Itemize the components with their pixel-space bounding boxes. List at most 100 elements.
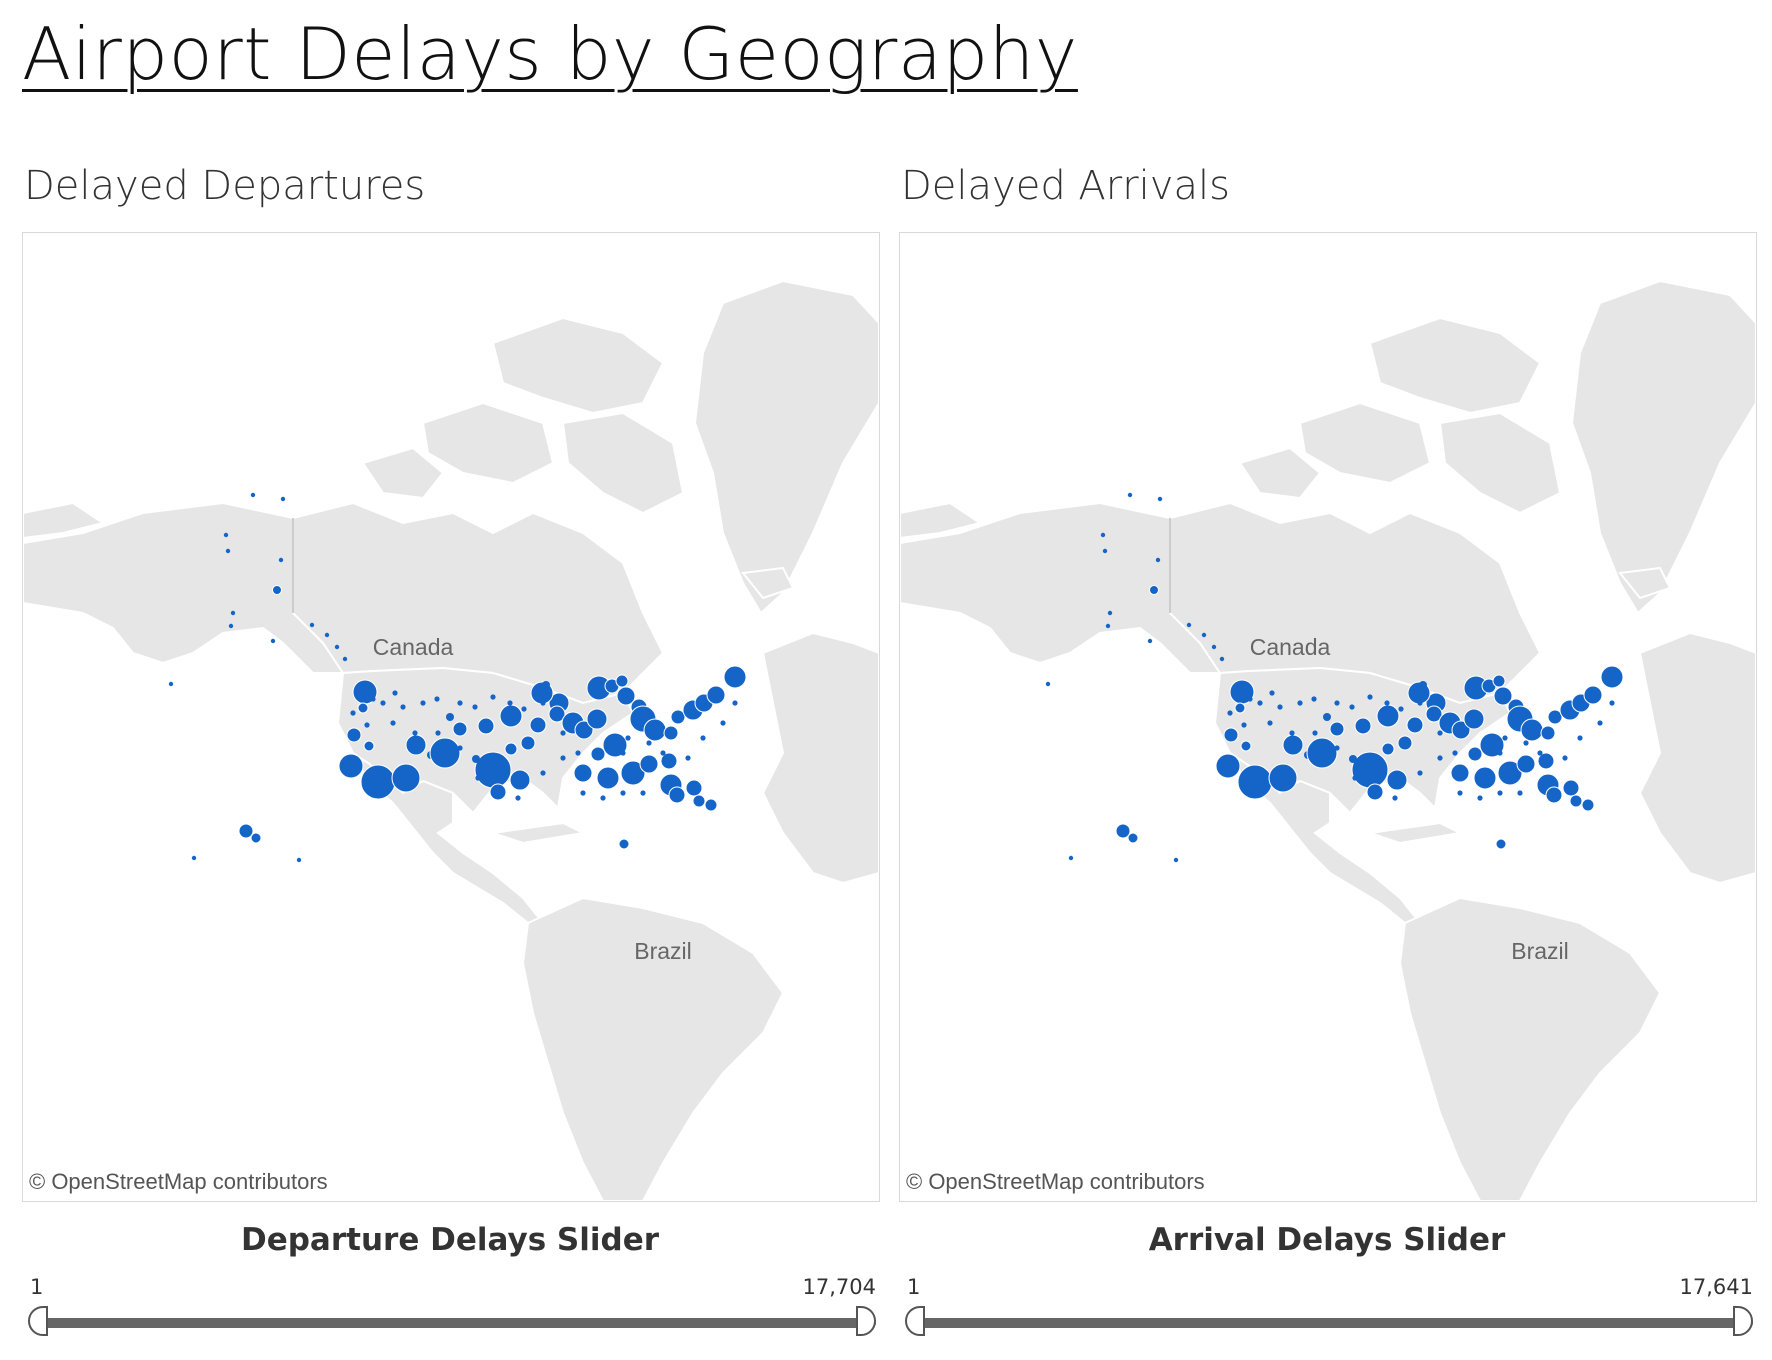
airport-marker[interactable] — [1237, 764, 1273, 800]
airport-marker[interactable] — [342, 656, 348, 662]
airport-marker[interactable] — [1115, 823, 1131, 839]
airport-marker[interactable] — [225, 548, 231, 554]
airport-marker[interactable] — [1352, 775, 1358, 781]
airport-marker[interactable] — [1234, 702, 1246, 714]
airport-marker[interactable] — [1492, 674, 1506, 688]
airport-marker[interactable] — [490, 694, 496, 700]
airport-marker[interactable] — [472, 755, 480, 763]
airport-marker[interactable] — [250, 492, 256, 498]
departure-slider-max-handle[interactable] — [856, 1306, 876, 1336]
airport-marker[interactable] — [575, 750, 581, 756]
airport-marker[interactable] — [1398, 706, 1404, 712]
airport-marker[interactable] — [270, 638, 276, 644]
airport-marker[interactable] — [357, 702, 369, 714]
airport-marker[interactable] — [520, 735, 536, 751]
airport-marker[interactable] — [474, 751, 512, 789]
airport-marker[interactable] — [435, 730, 441, 736]
airport-marker[interactable] — [1547, 709, 1563, 725]
airport-marker[interactable] — [685, 755, 691, 761]
airport-marker[interactable] — [1384, 700, 1390, 706]
airport-marker[interactable] — [1219, 656, 1225, 662]
airport-marker[interactable] — [590, 746, 606, 762]
airport-marker[interactable] — [1366, 783, 1384, 801]
airport-marker[interactable] — [334, 644, 340, 650]
airport-marker[interactable] — [1609, 700, 1615, 706]
airport-marker[interactable] — [350, 710, 356, 716]
airport-marker[interactable] — [1311, 696, 1317, 702]
airport-marker[interactable] — [548, 705, 566, 723]
airport-marker[interactable] — [238, 823, 254, 839]
airport-marker[interactable] — [472, 704, 478, 710]
airport-marker[interactable] — [324, 632, 330, 638]
airport-marker[interactable] — [723, 665, 747, 689]
airport-marker[interactable] — [643, 718, 667, 742]
airport-marker[interactable] — [625, 735, 631, 741]
airport-marker[interactable] — [616, 686, 636, 706]
airport-marker[interactable] — [640, 790, 646, 796]
airport-marker[interactable] — [600, 795, 606, 801]
airport-marker[interactable] — [457, 700, 463, 706]
airport-marker[interactable] — [1493, 686, 1513, 706]
airport-marker[interactable] — [400, 704, 406, 710]
airport-marker[interactable] — [1201, 632, 1207, 638]
airport-marker[interactable] — [1517, 790, 1523, 796]
airport-marker[interactable] — [1068, 855, 1074, 861]
arrival-slider-max-handle[interactable] — [1733, 1306, 1753, 1336]
airport-marker[interactable] — [1520, 718, 1544, 742]
airport-marker[interactable] — [1102, 548, 1108, 554]
airport-marker[interactable] — [1107, 610, 1113, 616]
airport-marker[interactable] — [692, 794, 706, 808]
airport-marker[interactable] — [700, 735, 706, 741]
airport-marker[interactable] — [1277, 704, 1283, 710]
airport-marker[interactable] — [1241, 722, 1247, 728]
airport-marker[interactable] — [615, 674, 629, 688]
airport-marker[interactable] — [1323, 713, 1331, 721]
airport-marker[interactable] — [596, 766, 620, 790]
airport-marker[interactable] — [1282, 734, 1304, 756]
airport-marker[interactable] — [1597, 720, 1603, 726]
airport-marker[interactable] — [1437, 730, 1443, 736]
airport-marker[interactable] — [1147, 638, 1153, 644]
airport-marker[interactable] — [573, 763, 593, 783]
airport-marker[interactable] — [1457, 790, 1463, 796]
airport-marker[interactable] — [1211, 644, 1217, 650]
airport-marker[interactable] — [660, 752, 678, 770]
airport-marker[interactable] — [670, 709, 686, 725]
departures-map[interactable]: Canada Brazil © OpenStreetMap contributo… — [22, 232, 880, 1202]
delay-markers[interactable] — [1045, 492, 1624, 863]
airport-marker[interactable] — [390, 720, 396, 726]
airport-marker[interactable] — [420, 700, 426, 706]
airport-marker[interactable] — [1127, 832, 1139, 844]
airport-marker[interactable] — [668, 786, 686, 804]
airport-marker[interactable] — [1268, 763, 1298, 793]
airport-marker[interactable] — [1583, 685, 1603, 705]
airport-marker[interactable] — [1334, 745, 1340, 751]
airport-marker[interactable] — [540, 770, 546, 776]
departure-slider-track[interactable] — [32, 1318, 876, 1328]
airport-marker[interactable] — [360, 764, 396, 800]
airport-marker[interactable] — [1497, 750, 1503, 756]
airport-marker[interactable] — [280, 496, 286, 502]
airport-marker[interactable] — [1600, 665, 1624, 689]
departures-map-canvas[interactable]: Canada Brazil — [23, 233, 879, 1201]
airport-marker[interactable] — [1540, 725, 1556, 741]
airport-marker[interactable] — [250, 832, 262, 844]
airport-marker[interactable] — [1397, 735, 1413, 751]
airport-marker[interactable] — [706, 685, 726, 705]
airport-marker[interactable] — [477, 717, 495, 735]
airport-marker[interactable] — [1354, 717, 1372, 735]
airport-marker[interactable] — [704, 798, 718, 812]
airport-marker[interactable] — [223, 532, 229, 538]
airport-marker[interactable] — [1497, 760, 1523, 786]
airport-marker[interactable] — [732, 700, 738, 706]
airport-marker[interactable] — [309, 622, 315, 628]
airport-marker[interactable] — [521, 706, 527, 712]
airport-marker[interactable] — [1240, 740, 1252, 752]
airport-marker[interactable] — [542, 681, 550, 689]
airport-marker[interactable] — [1425, 705, 1443, 723]
airport-marker[interactable] — [1437, 755, 1443, 761]
airport-marker[interactable] — [1215, 753, 1241, 779]
airport-marker[interactable] — [1451, 720, 1471, 740]
airport-marker[interactable] — [1289, 730, 1295, 736]
airport-marker[interactable] — [412, 730, 418, 736]
